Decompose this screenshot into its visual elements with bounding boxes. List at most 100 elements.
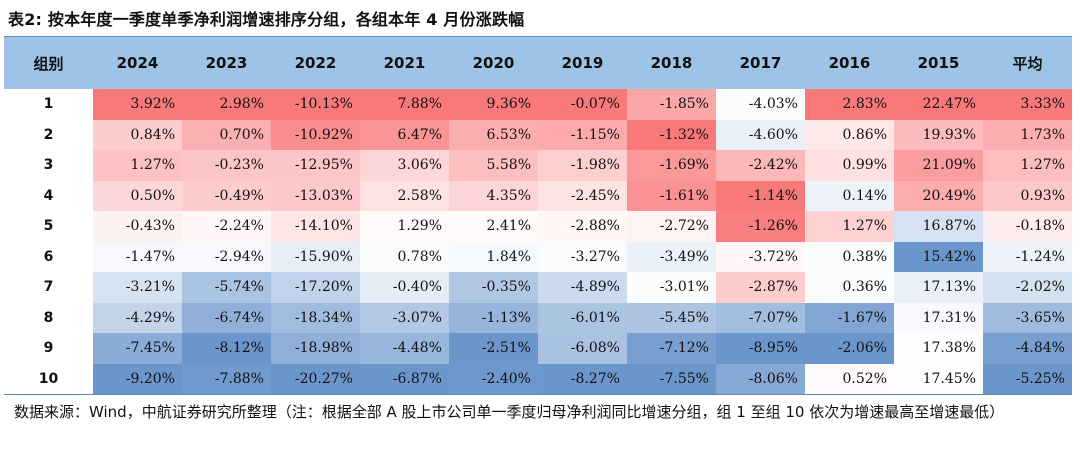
value-cell: -1.67% xyxy=(805,302,894,333)
value-cell: -8.95% xyxy=(716,333,805,364)
group-label: 1 xyxy=(43,96,54,113)
source-note: 数据来源：Wind，中航证券研究所整理（注：根据全部 A 股上市公司单一季度归母… xyxy=(14,403,1005,421)
value-cell: -2.45% xyxy=(538,180,627,211)
col-header-2022: 2022 xyxy=(271,36,360,89)
value-cell: -0.43% xyxy=(93,211,182,242)
value-cell: -7.88% xyxy=(182,363,271,395)
value-cell: 4.35% xyxy=(449,180,538,211)
value-cell: -1.26% xyxy=(716,211,805,242)
col-header-2023: 2023 xyxy=(182,36,271,89)
table-row: 9 -7.45% -8.12% -18.98% -4.48% -2.51% -6.08% -7… xyxy=(4,333,1072,364)
value-cell: 7.88% xyxy=(360,89,449,120)
col-header-average: 平均 xyxy=(983,36,1072,89)
value-cell: -15.90% xyxy=(271,241,360,272)
value-cell: -2.24% xyxy=(182,211,271,242)
col-header-2018: 2018 xyxy=(627,36,716,89)
value-cell: -12.95% xyxy=(271,150,360,181)
group-label: 10 xyxy=(4,363,93,395)
value-cell: -7.07% xyxy=(716,302,805,333)
value-cell: -0.40% xyxy=(360,272,449,303)
value-cell: -1.47% xyxy=(93,241,182,272)
value-cell: 1.27% xyxy=(805,211,894,242)
value-cell: -13.03% xyxy=(271,180,360,211)
value-cell: 0.38% xyxy=(805,241,894,272)
value-cell: -2.51% xyxy=(449,333,538,364)
value-cell: -8.12% xyxy=(182,333,271,364)
value-cell: 0.78% xyxy=(360,241,449,272)
value-cell: 1.84% xyxy=(449,241,538,272)
value-cell: -2.94% xyxy=(182,241,271,272)
group-label: 6 xyxy=(43,248,54,265)
value-cell: -17.20% xyxy=(271,272,360,303)
value-cell: -14.10% xyxy=(271,211,360,242)
value-cell: 0.70% xyxy=(182,119,271,150)
value-cell: 2.58% xyxy=(360,180,449,211)
value-cell: 20.49% xyxy=(894,180,983,211)
value-cell: -4.29% xyxy=(93,302,182,333)
value-cell: -4.48% xyxy=(360,333,449,364)
col-header-2020: 2020 xyxy=(449,36,538,89)
value-cell: 0.99% xyxy=(805,150,894,181)
value-cell: -8.27% xyxy=(538,363,627,395)
value-cell: -1.24% xyxy=(983,241,1072,272)
group-label: 5 xyxy=(43,218,54,235)
value-cell: 1.27% xyxy=(93,150,182,181)
group-label: 4 xyxy=(43,187,54,204)
col-header-2019: 2019 xyxy=(538,36,627,89)
value-cell: 3.33% xyxy=(983,89,1072,120)
value-cell: -1.61% xyxy=(627,180,716,211)
value-cell: 17.13% xyxy=(894,272,983,303)
group-label: 8 xyxy=(43,309,54,326)
table-row: 8 -4.29% -6.74% -18.34% -3.07% -1.13% -6.01% -5… xyxy=(4,302,1072,333)
value-cell: -0.49% xyxy=(182,180,271,211)
value-cell: -10.92% xyxy=(271,119,360,150)
value-cell: -6.08% xyxy=(538,333,627,364)
value-cell: -1.69% xyxy=(627,150,716,181)
value-cell: 1.29% xyxy=(360,211,449,242)
table-row: 7 -3.21% -5.74% -17.20% -0.40% -0.35% -4.89% -3… xyxy=(4,272,1072,303)
value-cell: -1.32% xyxy=(627,119,716,150)
value-cell: -2.06% xyxy=(805,333,894,364)
col-header-2024: 2024 xyxy=(93,36,182,89)
value-cell: -18.34% xyxy=(271,302,360,333)
value-cell: -5.74% xyxy=(182,272,271,303)
value-cell: -1.15% xyxy=(538,119,627,150)
group-label: 3 xyxy=(43,157,54,174)
value-cell: -2.88% xyxy=(538,211,627,242)
value-cell: -1.85% xyxy=(627,89,716,120)
value-cell: -1.14% xyxy=(716,180,805,211)
value-cell: 6.53% xyxy=(449,119,538,150)
value-cell: 0.84% xyxy=(93,119,182,150)
value-cell: -1.98% xyxy=(538,150,627,181)
value-cell: -5.25% xyxy=(983,363,1072,395)
value-cell: -3.21% xyxy=(93,272,182,303)
value-cell: -8.06% xyxy=(716,363,805,395)
group-label: 7 xyxy=(43,279,54,296)
value-cell: 1.73% xyxy=(983,119,1072,150)
table-row: 5 -0.43% -2.24% -14.10% 1.29% 2.41% -2.88% -2.7… xyxy=(4,211,1072,242)
value-cell: -4.89% xyxy=(538,272,627,303)
table-row: 10 -9.20% -7.88% -20.27% -6.87% -2.40% -8.27% -… xyxy=(4,363,1072,395)
table-title: 表2: 按本年度一季度单季净利润增速排序分组，各组本年 4 月份涨跌幅 xyxy=(8,10,525,29)
value-cell: -7.45% xyxy=(93,333,182,364)
value-cell: 1.27% xyxy=(983,150,1072,181)
table-row: 6 -1.47% -2.94% -15.90% 0.78% 1.84% -3.27% -3.4… xyxy=(4,241,1072,272)
value-cell: -4.60% xyxy=(716,119,805,150)
value-cell: -1.13% xyxy=(449,302,538,333)
value-cell: 19.93% xyxy=(894,119,983,150)
value-cell: -6.01% xyxy=(538,302,627,333)
col-header-2016: 2016 xyxy=(805,36,894,89)
value-cell: -3.49% xyxy=(627,241,716,272)
value-cell: 2.83% xyxy=(805,89,894,120)
value-cell: -7.12% xyxy=(627,333,716,364)
value-cell: 3.92% xyxy=(93,89,182,120)
table-body: 1 3.92% 2.98% -10.13% 7.88% 9.36% -0.07% -1.85%… xyxy=(4,89,1072,395)
value-cell: -3.72% xyxy=(716,241,805,272)
value-cell: -9.20% xyxy=(93,363,182,395)
value-cell: -2.02% xyxy=(983,272,1072,303)
value-cell: 17.45% xyxy=(894,363,983,395)
col-header-2017: 2017 xyxy=(716,36,805,89)
value-cell: 0.86% xyxy=(805,119,894,150)
value-cell: -3.65% xyxy=(983,302,1072,333)
value-cell: 9.36% xyxy=(449,89,538,120)
